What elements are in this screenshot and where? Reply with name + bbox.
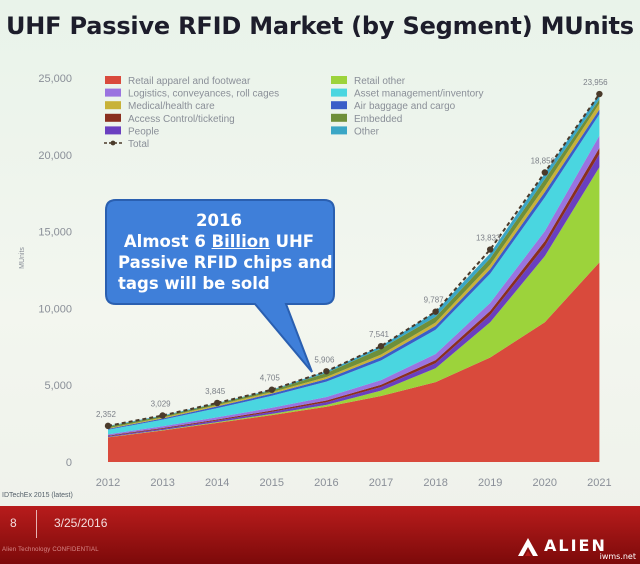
page-number: 8 [10, 516, 17, 530]
area-other [108, 94, 600, 427]
legend-label: Other [354, 126, 380, 137]
x-tick-label: 2017 [369, 477, 393, 489]
callout-year: 2016 [196, 211, 242, 230]
legend-label: Access Control/ticketing [128, 114, 235, 125]
x-tick-label: 2016 [314, 477, 338, 489]
y-tick-label: 10,000 [38, 303, 72, 315]
legend-swatch [331, 101, 347, 110]
slide-date: 3/25/2016 [54, 516, 108, 530]
source-note: IDTechEx 2015 (latest) [2, 492, 73, 499]
alien-logo: ALIEN [516, 536, 626, 558]
total-data-label: 3,845 [205, 387, 226, 396]
slide-title: UHF Passive RFID Market (by Segment) MUn… [6, 12, 634, 40]
legend-swatch [105, 113, 121, 122]
callout-billion: Billion [211, 232, 270, 251]
y-tick-label: 15,000 [38, 227, 72, 239]
legend-label: Retail apparel and footwear [128, 76, 251, 87]
total-point [541, 169, 548, 176]
y-axis-label: MUnits [19, 247, 26, 269]
callout-line2-pre: Almost 6 [123, 232, 212, 251]
total-data-label: 2,352 [96, 410, 117, 419]
x-tick-label: 2019 [478, 477, 502, 489]
legend-label: Retail other [354, 76, 406, 87]
y-tick-label: 0 [66, 457, 72, 469]
x-tick-label: 2014 [205, 477, 229, 489]
total-point [268, 386, 275, 393]
confidential-note: Alien Technology CONFIDENTIAL [2, 547, 99, 553]
slide-footer: 8 3/25/2016 Alien Technology CONFIDENTIA… [0, 506, 640, 564]
total-point [323, 368, 330, 375]
y-tick-label: 5,000 [44, 380, 72, 392]
x-tick-label: 2012 [96, 477, 120, 489]
total-line [107, 93, 601, 427]
area-embedded [108, 99, 600, 429]
y-tick-label: 25,000 [38, 73, 72, 85]
legend-label: Medical/health care [128, 101, 215, 112]
total-point [432, 308, 439, 315]
callout-line2-post: UHF [269, 232, 315, 251]
legend-label: Total [128, 139, 149, 150]
total-data-label: 13,833 [476, 234, 501, 243]
legend-marker-total [110, 140, 116, 146]
watermark: iwms.net [599, 552, 636, 561]
footer-divider [36, 510, 37, 538]
total-point [596, 90, 603, 98]
callout-line3: Passive RFID chips and [118, 253, 333, 272]
callout-text: 2016 Almost 6 Billion UHF Passive RFID c… [104, 210, 334, 294]
x-tick-label: 2021 [587, 477, 611, 489]
legend-swatch [331, 88, 347, 97]
total-point [104, 422, 112, 430]
alien-logo-icon [518, 538, 538, 556]
total-point [377, 342, 385, 350]
x-tick-label: 2020 [533, 477, 557, 489]
legend-label: Embedded [354, 114, 402, 125]
total-data-label: 3,029 [151, 399, 172, 408]
y-tick-label: 20,000 [38, 150, 72, 162]
legend-swatch [105, 88, 121, 97]
logo-text: ALIEN [544, 536, 607, 555]
legend-label: People [128, 126, 160, 137]
area-asset_mgmt [108, 114, 600, 435]
total-data-label: 18,850 [531, 156, 556, 165]
legend-swatch [331, 126, 347, 135]
callout-line2: Almost 6 Billion UHF [104, 231, 334, 252]
total-data-label: 5,906 [314, 355, 335, 364]
area-retail_apparel [108, 262, 600, 462]
total-point [214, 399, 221, 407]
total-data-label: 23,956 [583, 78, 608, 87]
legend-label: Air baggage and cargo [354, 101, 456, 112]
total-data-label: 9,787 [424, 296, 445, 305]
legend-label: Asset management/inventory [354, 89, 484, 100]
total-point [159, 412, 166, 419]
legend-swatch [331, 76, 347, 84]
x-tick-label: 2018 [423, 477, 447, 489]
x-tick-label: 2013 [150, 477, 174, 489]
callout-bubble [105, 199, 335, 373]
legend-swatch [105, 126, 121, 135]
legend-swatch [105, 101, 121, 110]
total-data-label: 7,541 [369, 330, 390, 339]
total-data-label: 4,705 [260, 374, 281, 383]
stacked-area-chart: 0 5,000 10,000 15,000 20,000 25,000 MUnits 2012… [19, 73, 612, 489]
callout-line4: tags will be sold [118, 274, 270, 293]
legend-swatch [105, 76, 121, 84]
total-point [487, 246, 494, 253]
legend-label: Logistics, conveyances, roll cages [128, 89, 279, 100]
x-tick-label: 2015 [260, 477, 284, 489]
legend-swatch [331, 113, 347, 122]
